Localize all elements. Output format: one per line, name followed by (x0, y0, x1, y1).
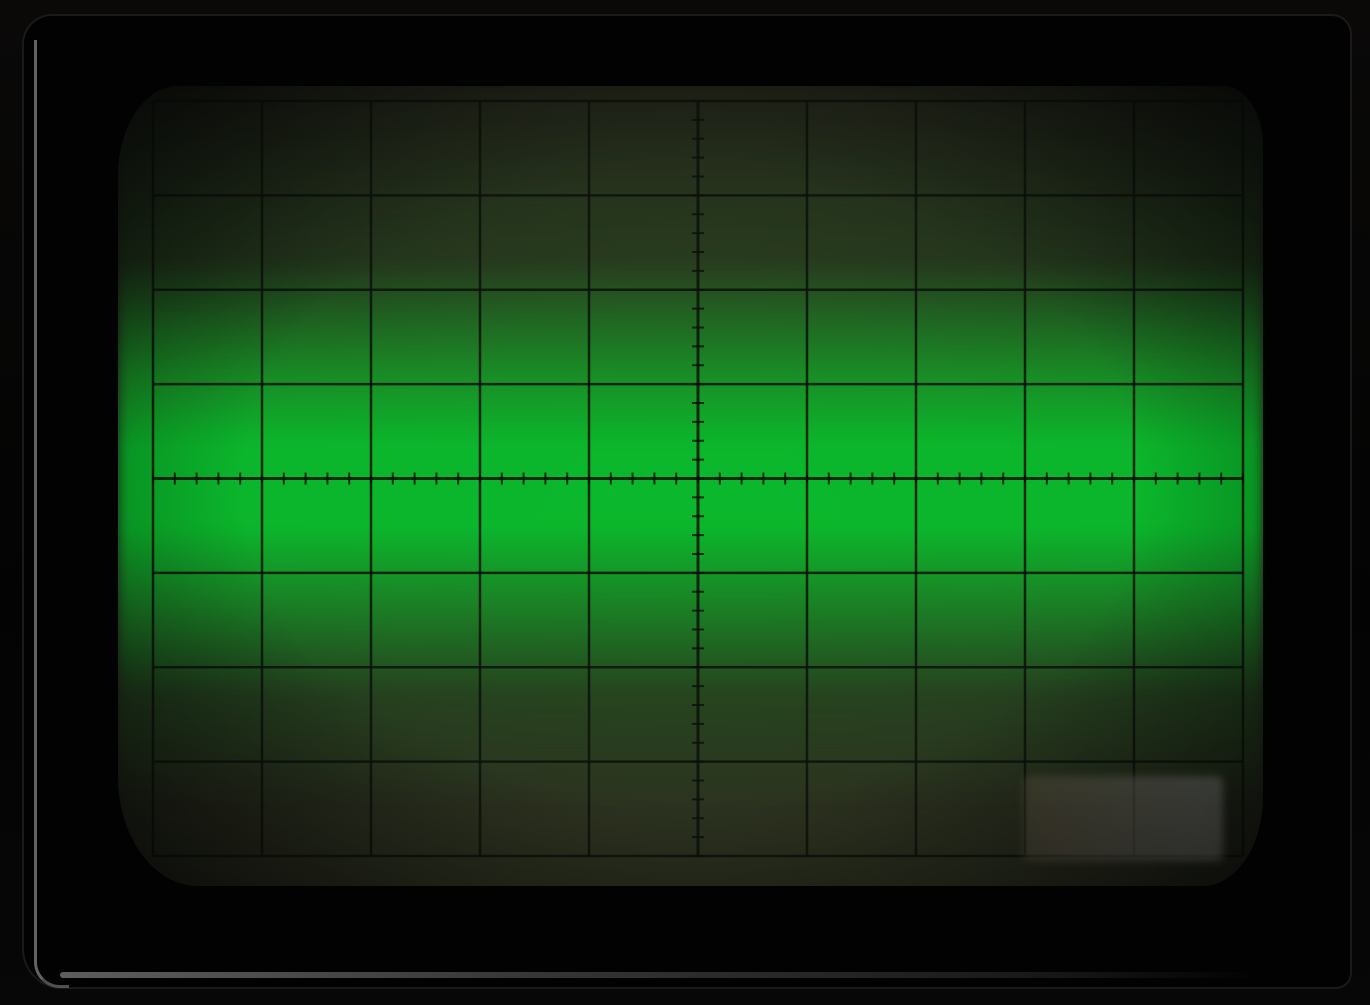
bezel-rim-highlight (34, 40, 69, 988)
bezel-bottom-highlight (60, 972, 1260, 978)
crt-screen (118, 86, 1263, 886)
screen-vignette (118, 86, 1263, 886)
